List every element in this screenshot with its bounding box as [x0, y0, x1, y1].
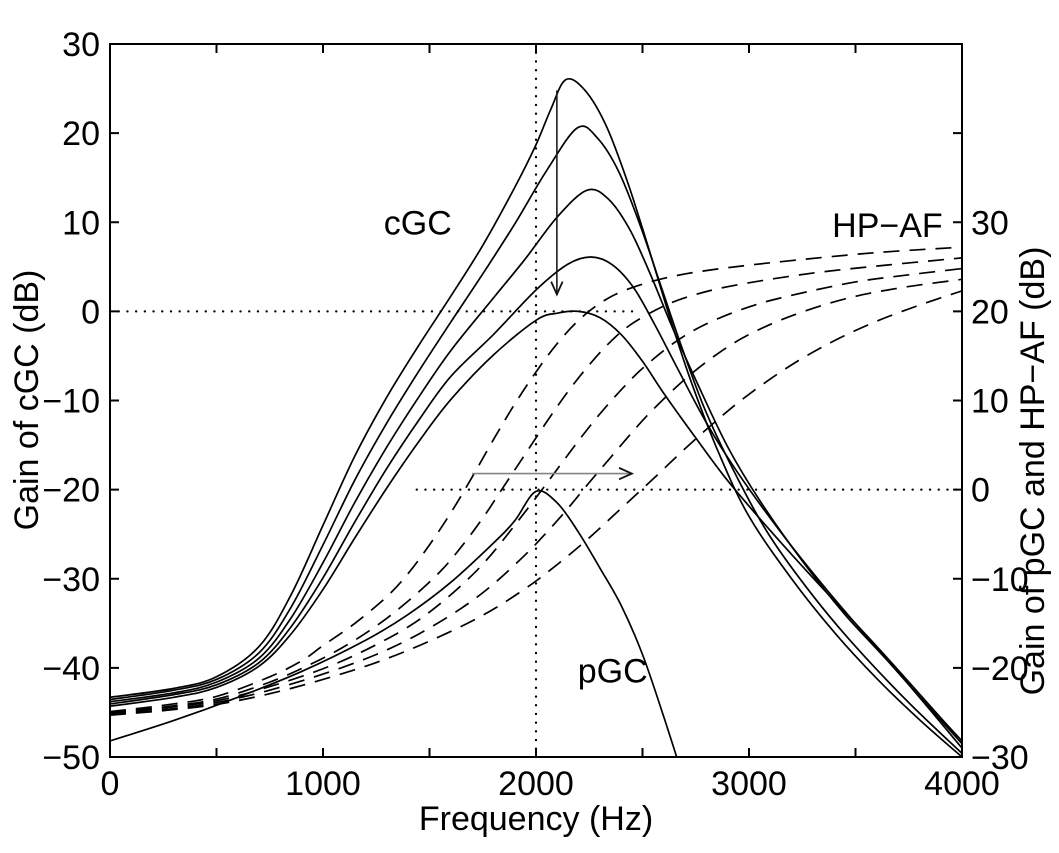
left-tick-label: −30	[42, 561, 100, 599]
axes-frame-and-ticks	[109, 43, 963, 758]
left-tick-label: −20	[42, 472, 100, 510]
reference-dotted-lines	[108, 42, 964, 759]
x-tick-label: 1000	[285, 765, 361, 803]
hpaf-label: HP−AF	[832, 207, 943, 245]
gain-decrease-with-level-arrow-head	[550, 281, 564, 297]
HP-AF-curve-3	[110, 267, 962, 715]
cGC-curve-3	[110, 188, 962, 749]
HP-AF-curve-5	[110, 290, 962, 716]
right-tick-label: 20	[971, 293, 1009, 331]
HP-AF-curve-1	[110, 246, 962, 713]
y-axis-label-left: Gain of cGC (dB)	[8, 270, 46, 531]
y-axis-label-right: Gain of pGC and HP−AF (dB)	[1014, 247, 1052, 696]
x-tick-label: 4000	[924, 765, 1000, 803]
x-tick-label: 2000	[498, 765, 574, 803]
gain-decrease-with-level-arrow	[550, 90, 564, 297]
right-tick-label: 10	[971, 383, 1009, 421]
left-tick-label: 0	[81, 293, 100, 331]
pGC-curve	[110, 489, 678, 757]
cGC-curve-5	[110, 310, 962, 742]
cgc-label: cGC	[384, 204, 452, 242]
cGC-curve-2	[110, 125, 962, 755]
hpaf-rightward-shift-arrow	[472, 467, 635, 481]
right-tick-label: −10	[971, 561, 1029, 599]
x-tick-label: 0	[101, 765, 120, 803]
right-tick-label: −20	[971, 650, 1029, 688]
x-axis-label: Frequency (Hz)	[419, 800, 653, 838]
left-tick-label: −40	[42, 650, 100, 688]
cGC-curve-4	[110, 256, 962, 745]
left-tick-label: −50	[42, 739, 100, 777]
cGC-curve-1	[110, 78, 962, 757]
hpaf-rightward-shift-arrow-head	[618, 467, 635, 481]
right-tick-label: 0	[971, 472, 990, 510]
right-tick-label: −30	[971, 739, 1029, 777]
pgc-label: pGC	[578, 653, 648, 691]
left-tick-label: 10	[62, 204, 100, 242]
filter-gain-curves	[110, 78, 962, 757]
tick-labels: 0 1000 2000 3000 4000 30 20 10 0 −10 −20 −30 −40 −50 3…	[42, 26, 1028, 803]
left-tick-label: −10	[42, 383, 100, 421]
x-tick-label: 3000	[711, 765, 787, 803]
right-tick-label: 30	[971, 204, 1009, 242]
HP-AF-curve-2	[110, 257, 962, 714]
left-tick-label: 30	[62, 26, 100, 64]
left-tick-label: 20	[62, 115, 100, 153]
level-shift-arrows	[472, 90, 635, 481]
HP-AF-curve-4	[110, 278, 962, 716]
curve-text-annotations: cGC HP−AF pGC	[384, 204, 943, 690]
